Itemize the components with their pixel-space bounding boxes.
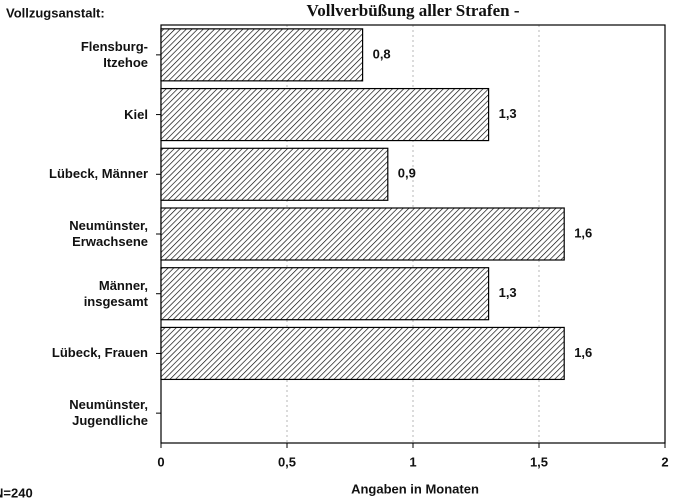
x-tick-label: 0	[157, 454, 164, 469]
x-axis-label: Angaben in Monaten	[351, 481, 479, 496]
bar	[160, 267, 490, 321]
y-tick-label: Neumünster, Erwachsene	[69, 218, 148, 249]
value-label: 1,6	[574, 225, 592, 240]
x-tick-label: 2	[661, 454, 668, 469]
y-tick-label: Lübeck, Frauen	[51, 345, 148, 361]
bar	[160, 28, 364, 82]
chart-title: Vollverbüßung aller Strafen -	[307, 1, 520, 20]
y-tick-label: Kiel	[124, 106, 148, 122]
value-label: 0,9	[398, 166, 416, 181]
x-tick-label: 1	[409, 454, 416, 469]
category-axis-label: Vollzugsanstalt:	[6, 5, 105, 20]
y-tick-label: Neumünster, Jugendliche	[69, 397, 148, 429]
bar	[160, 326, 565, 381]
x-tick-label: 1,5	[530, 454, 548, 469]
value-label: 0,8	[373, 46, 391, 61]
y-tick-label: Lübeck, Männer	[49, 166, 148, 182]
bar	[160, 87, 490, 142]
value-label: 1,3	[499, 285, 517, 300]
value-label: 1,6	[574, 345, 592, 360]
bar	[160, 147, 389, 201]
value-label: 1,3	[499, 106, 517, 121]
x-tick-label: 0,5	[278, 454, 296, 469]
y-tick-label: Flensburg- Itzehoe	[80, 38, 148, 70]
bar	[160, 207, 565, 261]
note: N=240	[0, 485, 33, 499]
y-tick-label: Männer, insgesamt	[83, 277, 148, 309]
